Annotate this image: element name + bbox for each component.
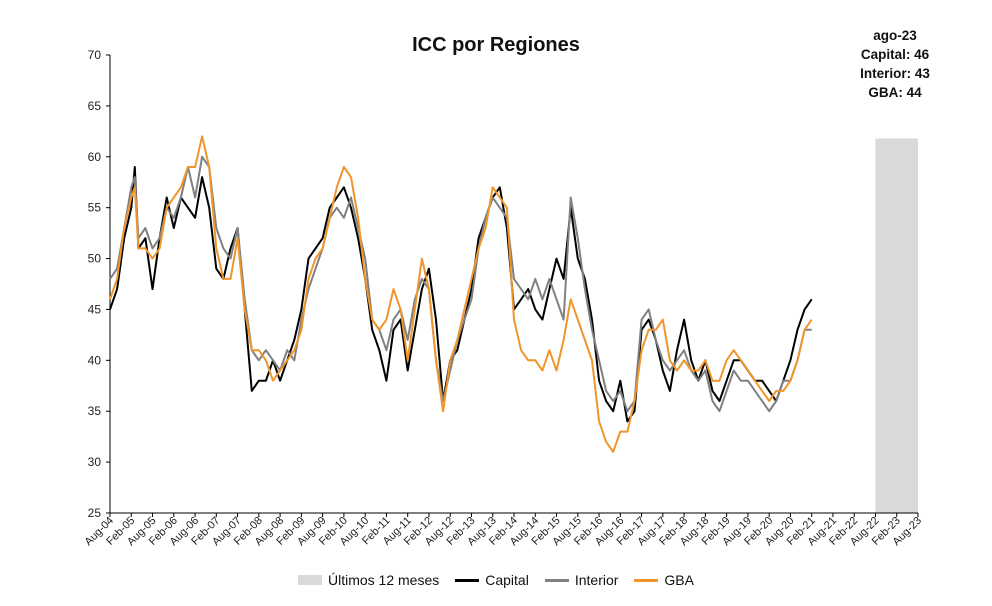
y-tick-label: 55 xyxy=(88,201,102,215)
series-line-gba xyxy=(109,135,813,453)
chart-legend: Últimos 12 meses Capital Interior GBA xyxy=(0,572,992,588)
y-tick-label: 25 xyxy=(88,506,102,520)
legend-item-gba: GBA xyxy=(634,572,694,588)
legend-swatch-band xyxy=(297,575,322,585)
annotation-line-capital: Capital: 46 xyxy=(860,47,930,62)
y-tick-label: 45 xyxy=(88,302,102,316)
series-line-interior xyxy=(109,155,812,413)
legend-item-capital: Capital xyxy=(455,572,529,588)
y-tick-label: 30 xyxy=(88,455,102,469)
y-tick-label: 50 xyxy=(88,252,102,266)
legend-item-interior: Interior xyxy=(544,572,619,588)
legend-swatch-gba xyxy=(634,578,659,582)
annotation-line-date: ago-23 xyxy=(873,28,917,43)
y-tick-label: 65 xyxy=(88,99,102,113)
y-tick-label: 70 xyxy=(88,48,102,62)
legend-label-capital: Capital xyxy=(485,572,529,588)
legend-item-last-12-months: Últimos 12 meses xyxy=(297,572,440,588)
legend-swatch-capital xyxy=(455,578,480,582)
y-tick-label: 35 xyxy=(88,404,102,418)
chart-title: ICC por Regiones xyxy=(412,34,580,56)
legend-label-gba: GBA xyxy=(664,572,694,588)
last-value-annotation: ago-23 Capital: 46 Interior: 43 GBA: 44 xyxy=(840,26,950,102)
series-line-capital xyxy=(109,166,813,423)
y-tick-label: 40 xyxy=(88,353,102,367)
annotation-line-gba: GBA: 44 xyxy=(868,85,922,100)
annotation-line-interior: Interior: 43 xyxy=(860,66,930,81)
shaded-band-last-12-months xyxy=(875,138,918,514)
legend-swatch-interior xyxy=(544,578,569,582)
legend-label-last-12-months: Últimos 12 meses xyxy=(327,572,440,588)
y-tick-label: 60 xyxy=(88,150,102,164)
legend-label-interior: Interior xyxy=(574,572,619,588)
